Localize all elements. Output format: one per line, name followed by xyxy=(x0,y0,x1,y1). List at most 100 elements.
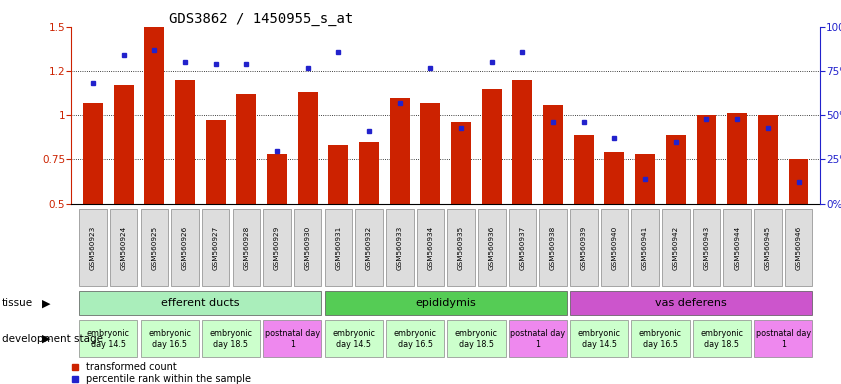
Bar xyxy=(482,89,502,204)
Bar xyxy=(666,135,685,204)
FancyBboxPatch shape xyxy=(600,209,628,286)
Bar xyxy=(635,154,655,204)
FancyBboxPatch shape xyxy=(539,209,567,286)
FancyBboxPatch shape xyxy=(232,209,260,286)
FancyBboxPatch shape xyxy=(355,209,383,286)
Bar xyxy=(114,85,134,204)
FancyBboxPatch shape xyxy=(140,209,168,286)
Text: GSM560932: GSM560932 xyxy=(366,225,372,270)
Text: GDS3862 / 1450955_s_at: GDS3862 / 1450955_s_at xyxy=(169,12,353,26)
Text: postnatal day
1: postnatal day 1 xyxy=(265,329,320,349)
Text: GSM560925: GSM560925 xyxy=(151,225,157,270)
FancyBboxPatch shape xyxy=(294,209,321,286)
FancyBboxPatch shape xyxy=(325,320,383,358)
FancyBboxPatch shape xyxy=(386,320,444,358)
FancyBboxPatch shape xyxy=(509,209,537,286)
Text: embryonic
day 14.5: embryonic day 14.5 xyxy=(578,329,621,349)
Text: postnatal day
1: postnatal day 1 xyxy=(510,329,565,349)
Bar xyxy=(328,145,348,204)
FancyBboxPatch shape xyxy=(754,320,812,358)
Text: GSM560933: GSM560933 xyxy=(397,225,403,270)
Text: GSM560940: GSM560940 xyxy=(611,225,617,270)
Bar xyxy=(512,80,532,204)
Bar xyxy=(789,159,808,204)
Bar xyxy=(267,154,287,204)
Text: GSM560942: GSM560942 xyxy=(673,225,679,270)
FancyBboxPatch shape xyxy=(478,209,505,286)
Text: GSM560943: GSM560943 xyxy=(703,225,710,270)
FancyBboxPatch shape xyxy=(693,209,720,286)
FancyBboxPatch shape xyxy=(325,209,352,286)
Text: GSM560945: GSM560945 xyxy=(764,225,771,270)
FancyBboxPatch shape xyxy=(693,320,751,358)
Text: GSM560944: GSM560944 xyxy=(734,225,740,270)
Text: GSM560923: GSM560923 xyxy=(90,225,96,270)
Text: GSM560938: GSM560938 xyxy=(550,225,556,270)
FancyBboxPatch shape xyxy=(140,320,198,358)
FancyBboxPatch shape xyxy=(202,320,260,358)
Text: embryonic
day 16.5: embryonic day 16.5 xyxy=(148,329,191,349)
Text: embryonic
day 14.5: embryonic day 14.5 xyxy=(87,329,130,349)
FancyBboxPatch shape xyxy=(570,209,598,286)
FancyBboxPatch shape xyxy=(202,209,230,286)
FancyBboxPatch shape xyxy=(662,209,690,286)
Text: embryonic
day 18.5: embryonic day 18.5 xyxy=(209,329,252,349)
Text: GSM560936: GSM560936 xyxy=(489,225,495,270)
FancyBboxPatch shape xyxy=(632,320,690,358)
Bar xyxy=(420,103,441,204)
Text: GSM560939: GSM560939 xyxy=(581,225,587,270)
Text: vas deferens: vas deferens xyxy=(655,298,727,308)
FancyBboxPatch shape xyxy=(172,209,198,286)
Text: embryonic
day 18.5: embryonic day 18.5 xyxy=(455,329,498,349)
Text: GSM560946: GSM560946 xyxy=(796,225,801,270)
Text: embryonic
day 18.5: embryonic day 18.5 xyxy=(701,329,743,349)
Text: embryonic
day 16.5: embryonic day 16.5 xyxy=(394,329,436,349)
FancyBboxPatch shape xyxy=(79,209,107,286)
Bar xyxy=(605,152,624,204)
Text: epididymis: epididymis xyxy=(415,298,476,308)
Bar xyxy=(298,92,318,204)
Text: embryonic
day 16.5: embryonic day 16.5 xyxy=(639,329,682,349)
Text: GSM560931: GSM560931 xyxy=(336,225,341,270)
Bar xyxy=(758,115,778,204)
Bar xyxy=(696,115,717,204)
Text: GSM560928: GSM560928 xyxy=(243,225,249,270)
Text: GSM560929: GSM560929 xyxy=(274,225,280,270)
Text: GSM560937: GSM560937 xyxy=(520,225,526,270)
Text: GSM560927: GSM560927 xyxy=(213,225,219,270)
FancyBboxPatch shape xyxy=(79,320,137,358)
FancyBboxPatch shape xyxy=(263,320,321,358)
Bar xyxy=(574,135,594,204)
FancyBboxPatch shape xyxy=(754,209,781,286)
Bar xyxy=(236,94,257,204)
FancyBboxPatch shape xyxy=(570,291,812,316)
Bar xyxy=(83,103,103,204)
Text: tissue: tissue xyxy=(2,298,33,308)
FancyBboxPatch shape xyxy=(325,291,567,316)
FancyBboxPatch shape xyxy=(110,209,137,286)
FancyBboxPatch shape xyxy=(570,320,628,358)
Text: GSM560934: GSM560934 xyxy=(427,225,433,270)
FancyBboxPatch shape xyxy=(447,209,475,286)
FancyBboxPatch shape xyxy=(386,209,414,286)
FancyBboxPatch shape xyxy=(632,209,659,286)
Text: percentile rank within the sample: percentile rank within the sample xyxy=(87,374,251,384)
Text: GSM560935: GSM560935 xyxy=(458,225,464,270)
Text: postnatal day
1: postnatal day 1 xyxy=(755,329,811,349)
Text: ▶: ▶ xyxy=(42,298,50,308)
Text: efferent ducts: efferent ducts xyxy=(161,298,240,308)
FancyBboxPatch shape xyxy=(447,320,505,358)
Text: transformed count: transformed count xyxy=(87,362,177,372)
Bar xyxy=(206,121,225,204)
Bar xyxy=(145,27,164,204)
Text: ▶: ▶ xyxy=(42,334,50,344)
Bar xyxy=(543,104,563,204)
FancyBboxPatch shape xyxy=(723,209,751,286)
Text: development stage: development stage xyxy=(2,334,103,344)
FancyBboxPatch shape xyxy=(79,291,321,316)
Bar xyxy=(175,80,195,204)
Bar xyxy=(359,142,379,204)
Text: GSM560926: GSM560926 xyxy=(182,225,188,270)
Bar xyxy=(389,98,410,204)
Bar xyxy=(727,113,747,204)
